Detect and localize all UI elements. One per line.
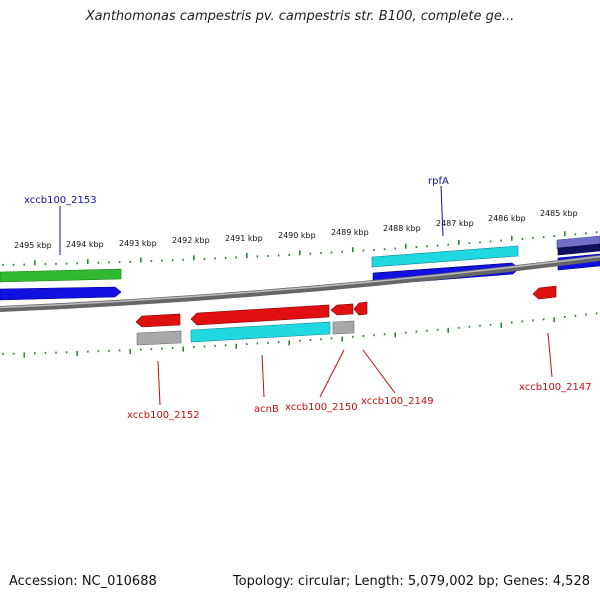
gene-label-rpfa[interactable]: rpfA (428, 176, 449, 187)
scale-label-2491: 2491 kbp (225, 234, 263, 243)
inner-tick-ring (2, 312, 598, 358)
scale-label-2489: 2489 kbp (331, 228, 369, 237)
label-leaders (59, 185, 553, 406)
feature-gray-2152[interactable] (136, 330, 182, 346)
feature-cyan-acnb[interactable] (190, 321, 331, 343)
reverse-features (135, 285, 557, 346)
gene-label-xccb100-2147[interactable]: xccb100_2147 (519, 382, 592, 393)
gene-xccb100-2150-cds[interactable] (330, 303, 354, 316)
feature-gray-2150[interactable] (332, 320, 355, 335)
scale-label-2490: 2490 kbp (278, 231, 316, 240)
feature-cyan-rpfa[interactable] (371, 245, 519, 268)
genome-backbone-highlight (0, 255, 600, 309)
scale-label-2492: 2492 kbp (172, 236, 210, 245)
leader-xccb100-2149 (362, 349, 396, 394)
gene-xccb100-2152-cds[interactable] (135, 313, 181, 328)
leader-rpfa (440, 185, 444, 237)
leader-xccb100-2150 (319, 349, 345, 398)
scale-label-2493: 2493 kbp (119, 239, 157, 248)
scale-label-2494: 2494 kbp (66, 240, 104, 249)
gene-xccb100-2149-cds[interactable] (353, 301, 368, 316)
scale-label-2486: 2486 kbp (488, 214, 526, 223)
gene-labels: xccb100_2153 rpfA xccb100_2152 acnB xccb… (24, 176, 592, 421)
scale-label-2495: 2495 kbp (14, 241, 52, 250)
kbp-scale-labels: 2495 kbp 2494 kbp 2493 kbp 2492 kbp 2491… (14, 209, 578, 250)
genome-summary-text: Topology: circular; Length: 5,079,002 bp… (232, 574, 590, 589)
leader-xccb100-2152 (157, 360, 161, 406)
feature-navy-2146[interactable] (557, 243, 600, 256)
gene-xccb100-2147-cds[interactable] (532, 285, 557, 300)
leader-xccb100-2147 (547, 332, 553, 378)
scale-label-2485: 2485 kbp (540, 209, 578, 218)
scale-label-2488: 2488 kbp (383, 224, 421, 233)
outer-tick-ring (2, 231, 598, 266)
gene-label-xccb100-2150[interactable]: xccb100_2150 (285, 402, 358, 413)
gene-label-xccb100-2153[interactable]: xccb100_2153 (24, 195, 97, 206)
gene-acnb-cds[interactable] (190, 304, 330, 326)
feature-green-2153[interactable] (0, 268, 122, 283)
gene-label-xccb100-2149[interactable]: xccb100_2149 (361, 396, 434, 407)
gene-label-acnb[interactable]: acnB (254, 404, 279, 415)
gene-xccb100-2153-cds[interactable] (0, 286, 122, 301)
accession-text: Accession: NC_010688 (9, 574, 157, 589)
genome-backbone (0, 255, 600, 312)
scale-label-2487: 2487 kbp (436, 219, 474, 228)
gene-label-xccb100-2152[interactable]: xccb100_2152 (127, 410, 200, 421)
leader-acnb (261, 354, 265, 398)
map-title: Xanthomonas campestris pv. campestris st… (85, 9, 515, 24)
